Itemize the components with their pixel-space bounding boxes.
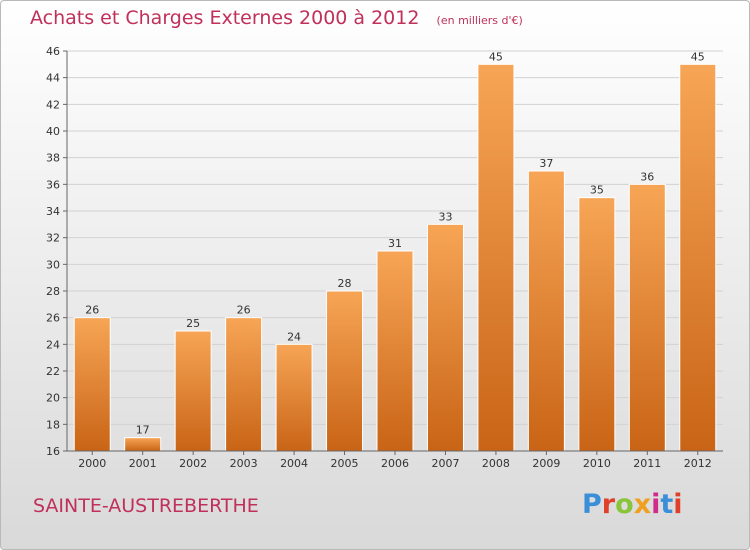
x-tick-label: 2004 [280, 457, 308, 470]
y-tick-label: 22 [46, 365, 60, 378]
logo-letter: i [651, 489, 661, 520]
y-tick-label: 20 [46, 392, 60, 405]
x-tick-label: 2010 [583, 457, 611, 470]
bar-2011 [628, 183, 666, 452]
bar-value-label: 31 [388, 237, 402, 250]
bar-2004 [275, 343, 313, 452]
bar-value-label: 28 [338, 277, 352, 290]
town-name: SAINTE-AUSTREBERTHE [33, 495, 259, 517]
y-tick-label: 38 [46, 152, 60, 165]
x-tick-label: 2003 [230, 457, 258, 470]
bar-2012 [679, 63, 717, 452]
bar-2008 [477, 63, 515, 452]
bar-value-label: 17 [136, 424, 150, 437]
bar-2002 [174, 330, 212, 452]
y-tick-label: 18 [46, 418, 60, 431]
bar-2003 [225, 317, 263, 452]
bar-value-label: 25 [186, 317, 200, 330]
bar-2001 [124, 437, 162, 452]
bar-2009 [527, 170, 565, 452]
x-tick-label: 2002 [179, 457, 207, 470]
bar-value-label: 36 [640, 170, 654, 183]
y-tick-label: 46 [46, 45, 60, 58]
logo-letter: t [660, 489, 674, 520]
x-tick-label: 2005 [331, 457, 359, 470]
y-tick-label: 44 [46, 72, 60, 85]
logo-letter: o [615, 489, 634, 520]
bar-value-label: 33 [438, 210, 452, 223]
logo-letter: x [633, 489, 652, 520]
axis-layer: 16 18 20 22 24 26 28 30 32 34 36 38 40 42 44 46 2000 2001… [46, 45, 723, 470]
x-tick-label: 2011 [633, 457, 661, 470]
title-row: Achats et Charges Externes 2000 à 2012 (… [30, 7, 523, 29]
x-tick-label: 2009 [532, 457, 560, 470]
logo-letter: r [601, 489, 616, 520]
x-tick-label: 2001 [129, 457, 157, 470]
y-tick-label: 16 [46, 445, 60, 458]
y-tick-label: 24 [46, 338, 60, 351]
y-tick-label: 28 [46, 285, 60, 298]
bar-layer: 26 17 25 26 24 28 31 33 45 37 35 36 45 [73, 50, 717, 452]
bar-2000 [73, 317, 111, 452]
y-tick-label: 30 [46, 258, 60, 271]
bar-value-label: 45 [489, 50, 503, 63]
bar-value-label: 26 [85, 304, 99, 317]
x-tick-label: 2008 [482, 457, 510, 470]
bar-value-label: 37 [539, 157, 553, 170]
x-tick-label: 2012 [684, 457, 712, 470]
y-tick-label: 34 [46, 205, 60, 218]
y-tick-label: 42 [46, 98, 60, 111]
bar-value-label: 35 [590, 184, 604, 197]
y-tick-label: 40 [46, 125, 60, 138]
bar-2006 [376, 250, 414, 452]
logo-letter: i [673, 489, 683, 520]
x-tick-label: 2007 [431, 457, 459, 470]
chart-subtitle: (en milliers d'€) [436, 14, 523, 27]
x-tick-label: 2006 [381, 457, 409, 470]
bar-2010 [578, 197, 616, 452]
logo-letter: P [582, 489, 602, 520]
bar-value-label: 24 [287, 330, 301, 343]
bar-2007 [426, 223, 464, 452]
y-tick-label: 36 [46, 178, 60, 191]
chart-title: Achats et Charges Externes 2000 à 2012 [30, 7, 420, 29]
bar-2005 [326, 290, 364, 452]
proxiti-logo: Proxiti [582, 489, 683, 520]
bar-value-label: 26 [237, 304, 251, 317]
y-tick-label: 26 [46, 312, 60, 325]
y-tick-label: 32 [46, 232, 60, 245]
bar-value-label: 45 [691, 50, 705, 63]
x-tick-label: 2000 [78, 457, 106, 470]
